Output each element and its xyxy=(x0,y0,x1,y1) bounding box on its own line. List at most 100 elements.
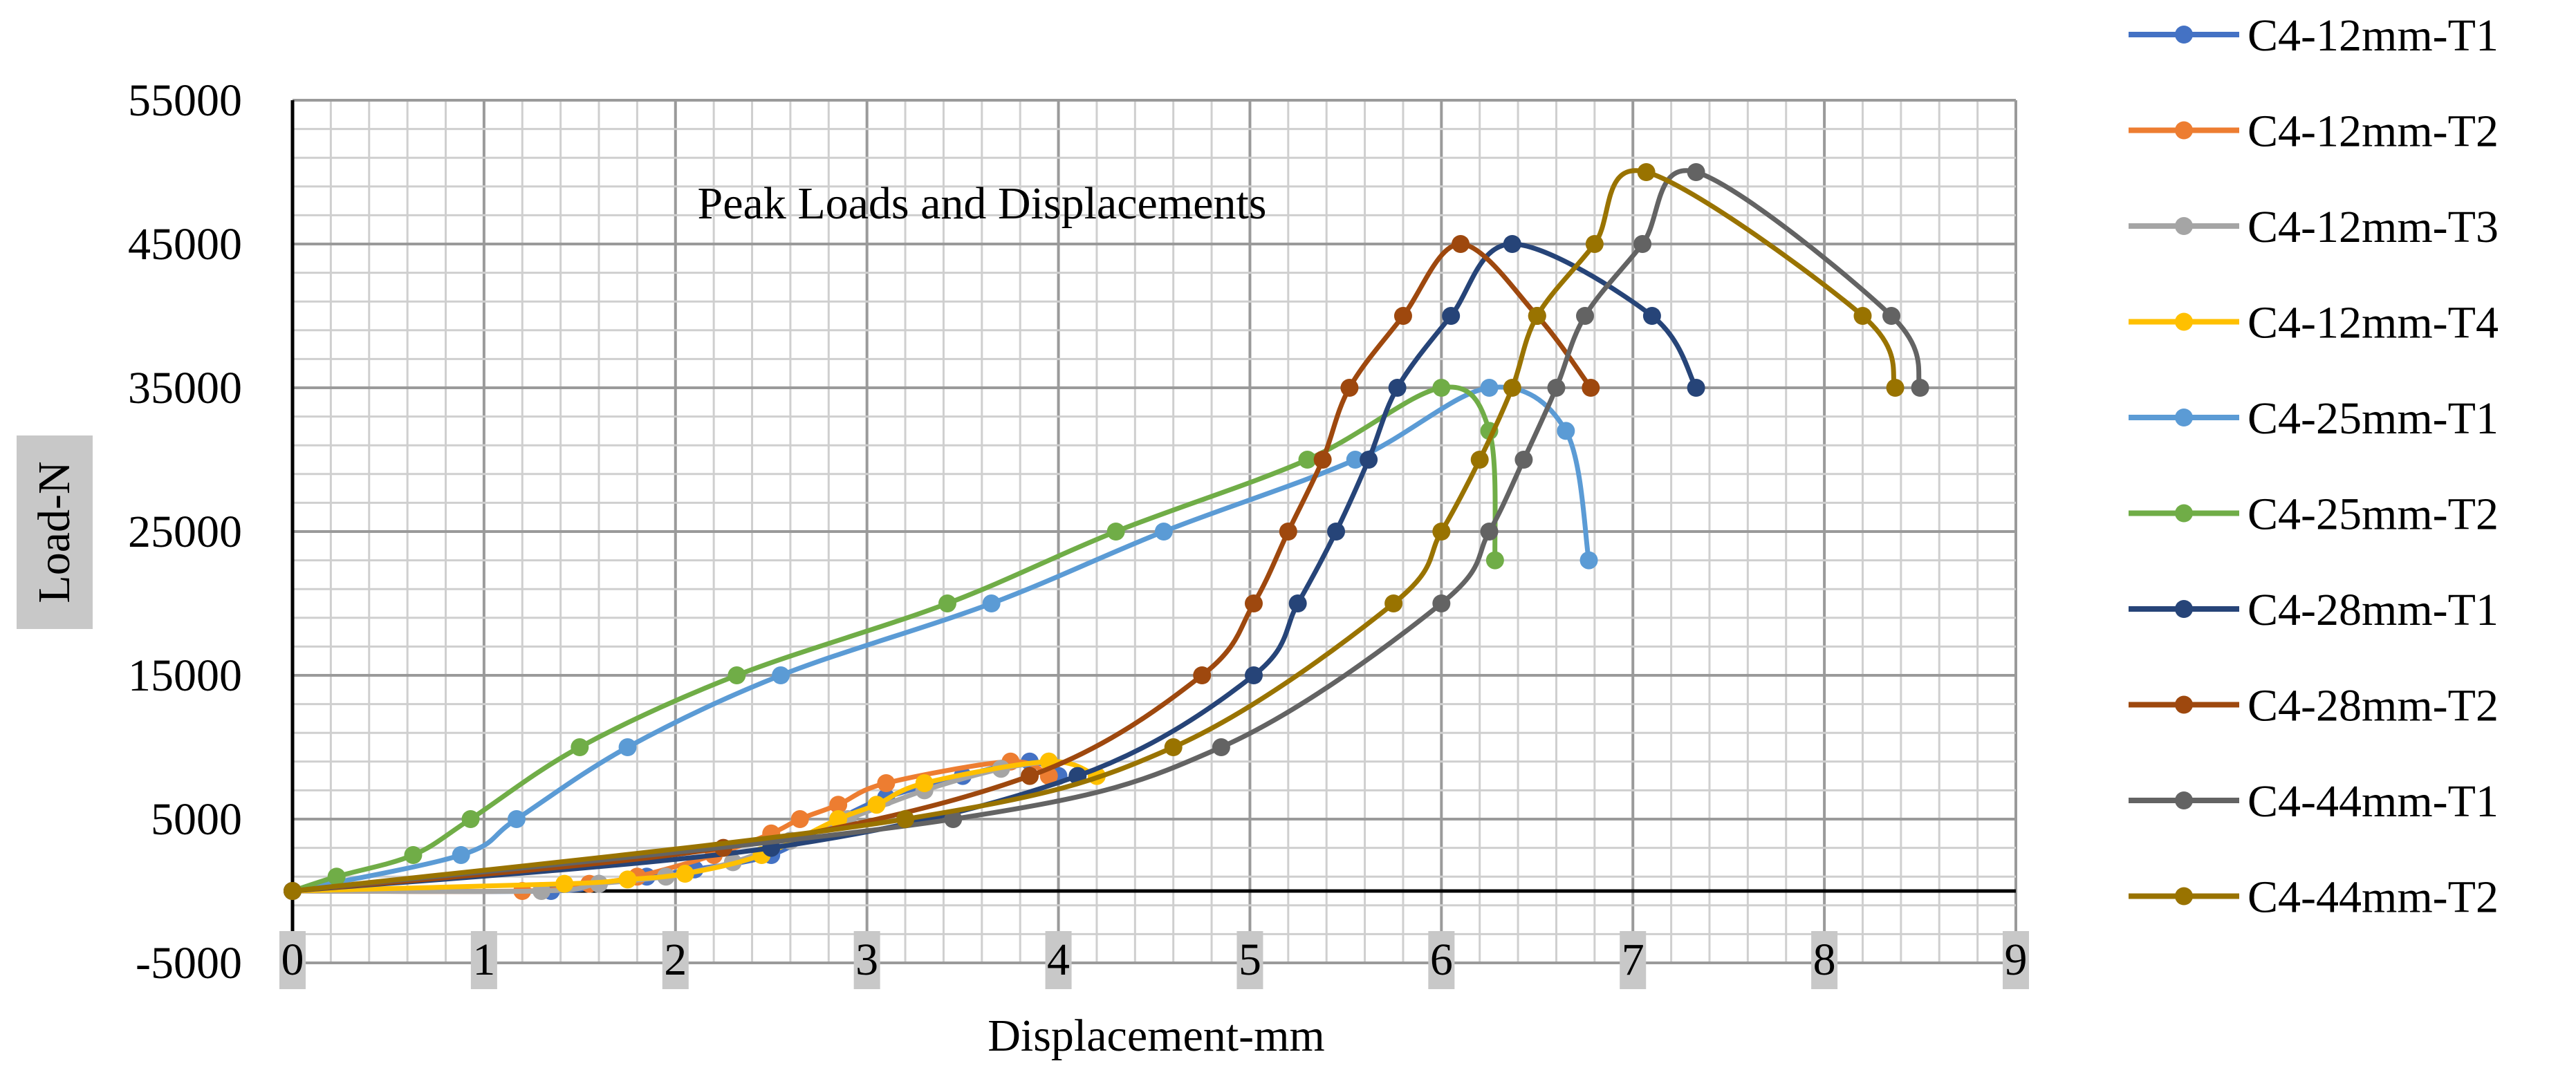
data-point xyxy=(1480,379,1499,397)
legend-item: C4-12mm-T1 xyxy=(2129,10,2499,61)
data-point xyxy=(676,865,694,883)
data-point xyxy=(982,594,1001,612)
data-point xyxy=(461,810,480,828)
legend-swatch-marker xyxy=(2175,600,2193,618)
legend-item: C4-12mm-T3 xyxy=(2129,202,2499,252)
data-point xyxy=(1470,451,1489,469)
series-line xyxy=(290,759,1100,894)
data-point xyxy=(1687,163,1705,181)
data-point xyxy=(327,867,346,886)
legend-swatch-marker xyxy=(2175,26,2193,44)
data-point xyxy=(1432,379,1451,397)
data-point xyxy=(896,810,915,828)
x-tick-label-background xyxy=(853,931,880,989)
legend-swatch-marker xyxy=(2175,217,2193,235)
legend-item: C4-44mm-T1 xyxy=(2129,776,2499,827)
data-point xyxy=(555,874,574,893)
series-group xyxy=(284,163,1929,900)
grid xyxy=(291,99,2017,964)
y-tick-label: -5000 xyxy=(136,938,242,988)
legend-label: C4-12mm-T2 xyxy=(2248,106,2499,157)
data-point xyxy=(1579,551,1598,570)
x-tick-label-background xyxy=(1236,931,1263,989)
x-tick-label-background xyxy=(1045,931,1072,989)
data-point xyxy=(1503,235,1521,253)
data-point xyxy=(1244,666,1263,684)
data-point xyxy=(1442,307,1461,325)
data-point xyxy=(1212,738,1230,756)
legend-label: C4-28mm-T2 xyxy=(2248,681,2499,731)
legend-label: C4-44mm-T1 xyxy=(2248,776,2499,827)
data-point xyxy=(790,810,809,828)
data-point xyxy=(1633,235,1652,253)
data-point xyxy=(1911,379,1929,397)
x-tick-label-background xyxy=(1620,931,1647,989)
x-tick-label: 8 xyxy=(1813,935,1836,985)
tick-labels: 0 1 2 3 4 5 6 7 8 9 -5000 5000 15000 25000 35000 45000 5… xyxy=(128,75,2029,989)
legend-swatch-marker xyxy=(2175,409,2193,426)
chart-title: Peak Loads and Displacements xyxy=(698,178,1267,229)
data-point xyxy=(944,810,963,828)
x-tick-label: 1 xyxy=(472,935,495,985)
legend-label: C4-12mm-T1 xyxy=(2248,10,2499,61)
x-tick-label-background xyxy=(470,931,497,989)
x-tick-label: 7 xyxy=(1622,935,1644,985)
legend-label: C4-25mm-T2 xyxy=(2248,489,2499,540)
y-axis-label: Load-N xyxy=(29,461,80,603)
legend-item: C4-28mm-T2 xyxy=(2129,681,2499,731)
data-point xyxy=(1582,379,1600,397)
x-tick-label: 0 xyxy=(281,935,304,985)
data-point xyxy=(1585,235,1604,253)
data-point xyxy=(1485,551,1504,570)
x-tick-label: 5 xyxy=(1239,935,1261,985)
y-tick-label: 5000 xyxy=(151,794,242,845)
data-point xyxy=(1637,163,1656,181)
data-point xyxy=(1340,379,1359,397)
data-point xyxy=(1106,523,1125,541)
legend-swatch-marker xyxy=(2175,504,2193,523)
data-point xyxy=(1432,594,1451,612)
data-point xyxy=(1642,307,1661,325)
data-point xyxy=(1503,379,1521,397)
x-axis-label: Displacement-mm xyxy=(988,1011,1325,1061)
data-point xyxy=(1346,451,1364,469)
data-point xyxy=(1164,738,1183,756)
y-tick-label: 25000 xyxy=(128,507,242,557)
legend-swatch-marker xyxy=(2175,791,2193,809)
y-tick-label: 15000 xyxy=(128,650,242,701)
x-tick-label: 6 xyxy=(1430,935,1453,985)
legend-label: C4-12mm-T4 xyxy=(2248,298,2499,348)
legend-item: C4-25mm-T1 xyxy=(2129,393,2499,444)
data-point xyxy=(1514,451,1533,469)
legend-swatch-marker xyxy=(2175,887,2193,906)
data-point xyxy=(938,594,956,612)
data-point xyxy=(1557,422,1575,440)
x-tick-label-background xyxy=(662,931,689,989)
data-point xyxy=(1528,307,1546,325)
data-point xyxy=(1432,523,1451,541)
x-tick-label: 2 xyxy=(664,935,687,985)
data-point xyxy=(1193,666,1212,684)
data-point xyxy=(507,810,526,828)
legend-label: C4-25mm-T1 xyxy=(2248,393,2499,444)
y-tick-label: 35000 xyxy=(128,363,242,413)
x-tick-label-background xyxy=(2003,931,2029,989)
data-point xyxy=(618,870,637,889)
y-tick-label: 45000 xyxy=(128,219,242,270)
y-axis-label-group: Load-N xyxy=(17,435,93,629)
data-point xyxy=(404,846,423,864)
legend-label: C4-28mm-T1 xyxy=(2248,585,2499,635)
series-c4-25mm-t2 xyxy=(284,379,1504,900)
data-point xyxy=(1288,594,1307,612)
data-point xyxy=(1882,307,1901,325)
data-point xyxy=(1279,523,1297,541)
legend-swatch-marker xyxy=(2175,312,2193,331)
data-point xyxy=(1547,379,1566,397)
x-tick-label-background xyxy=(1811,931,1838,989)
legend-label: C4-12mm-T3 xyxy=(2248,202,2499,252)
data-point xyxy=(1388,379,1407,397)
legend-swatch-marker xyxy=(2175,121,2193,140)
series-c4-25mm-t1 xyxy=(284,379,1598,900)
